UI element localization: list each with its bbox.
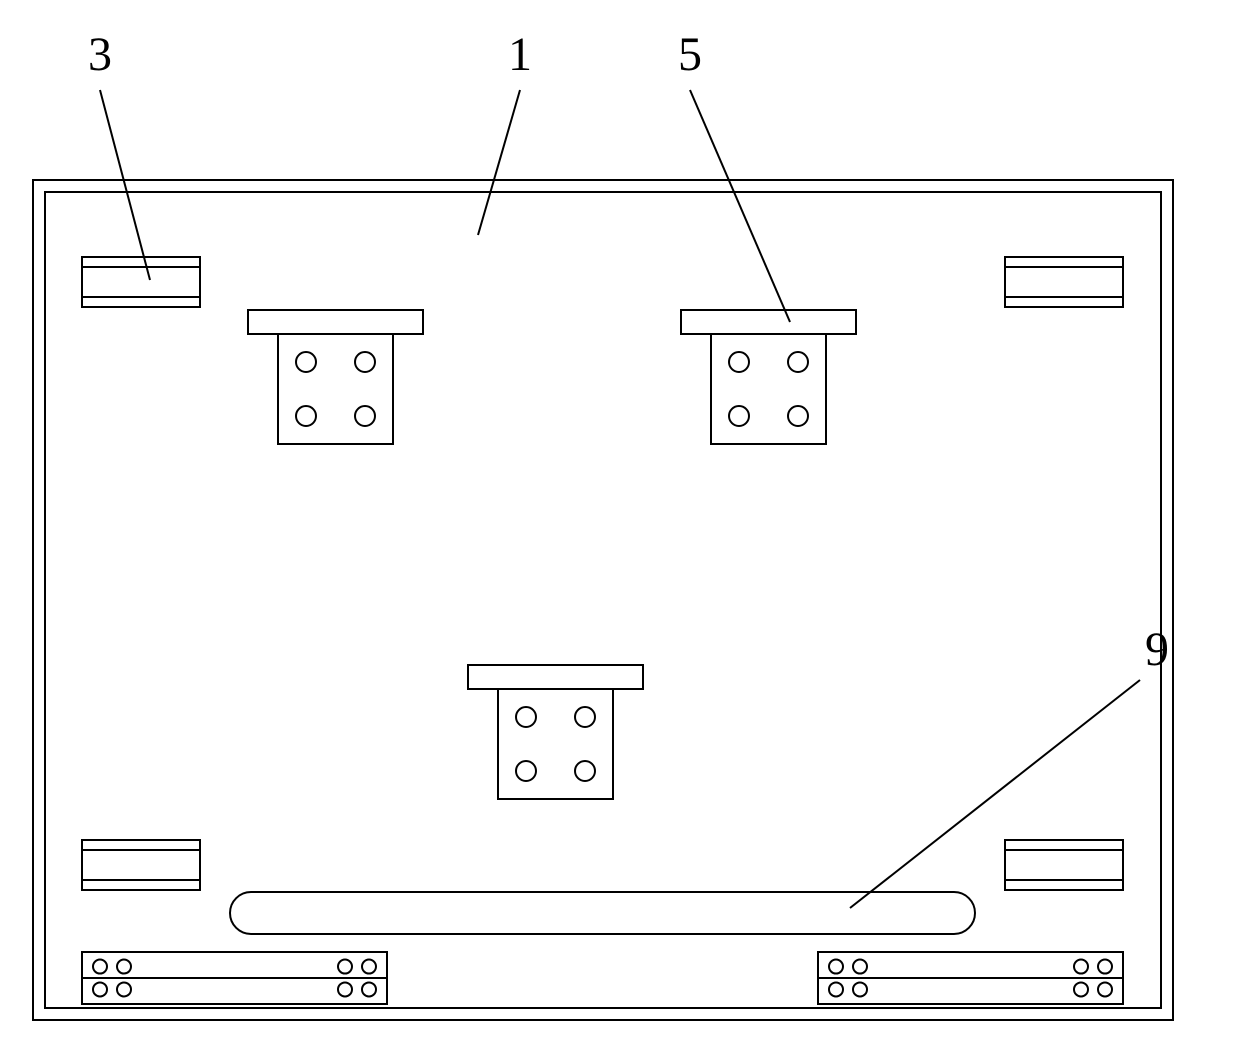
leader-line_9 [850,680,1140,908]
label-label_9: 9 [1145,623,1169,676]
corner-block-3 [1005,840,1123,890]
corner-block-2 [82,840,200,890]
t-bracket-0 [248,310,423,444]
leader-line_5 [690,90,790,322]
bottom-rail-0 [82,952,387,1004]
t-bracket-1 [681,310,856,444]
outer-frame [33,180,1173,1020]
diagram-canvas: 1 3 5 9 [0,0,1240,1048]
label-label_5: 5 [678,28,702,81]
bottom-rail-1 [818,952,1123,1004]
leader-line_3 [100,90,150,280]
label-label_1: 1 [508,28,532,81]
label-label_3: 3 [88,28,112,81]
inner-frame [45,192,1161,1008]
corner-block-0 [82,257,200,307]
corner-block-1 [1005,257,1123,307]
t-bracket-2 [468,665,643,799]
leader-line_1 [478,90,520,235]
